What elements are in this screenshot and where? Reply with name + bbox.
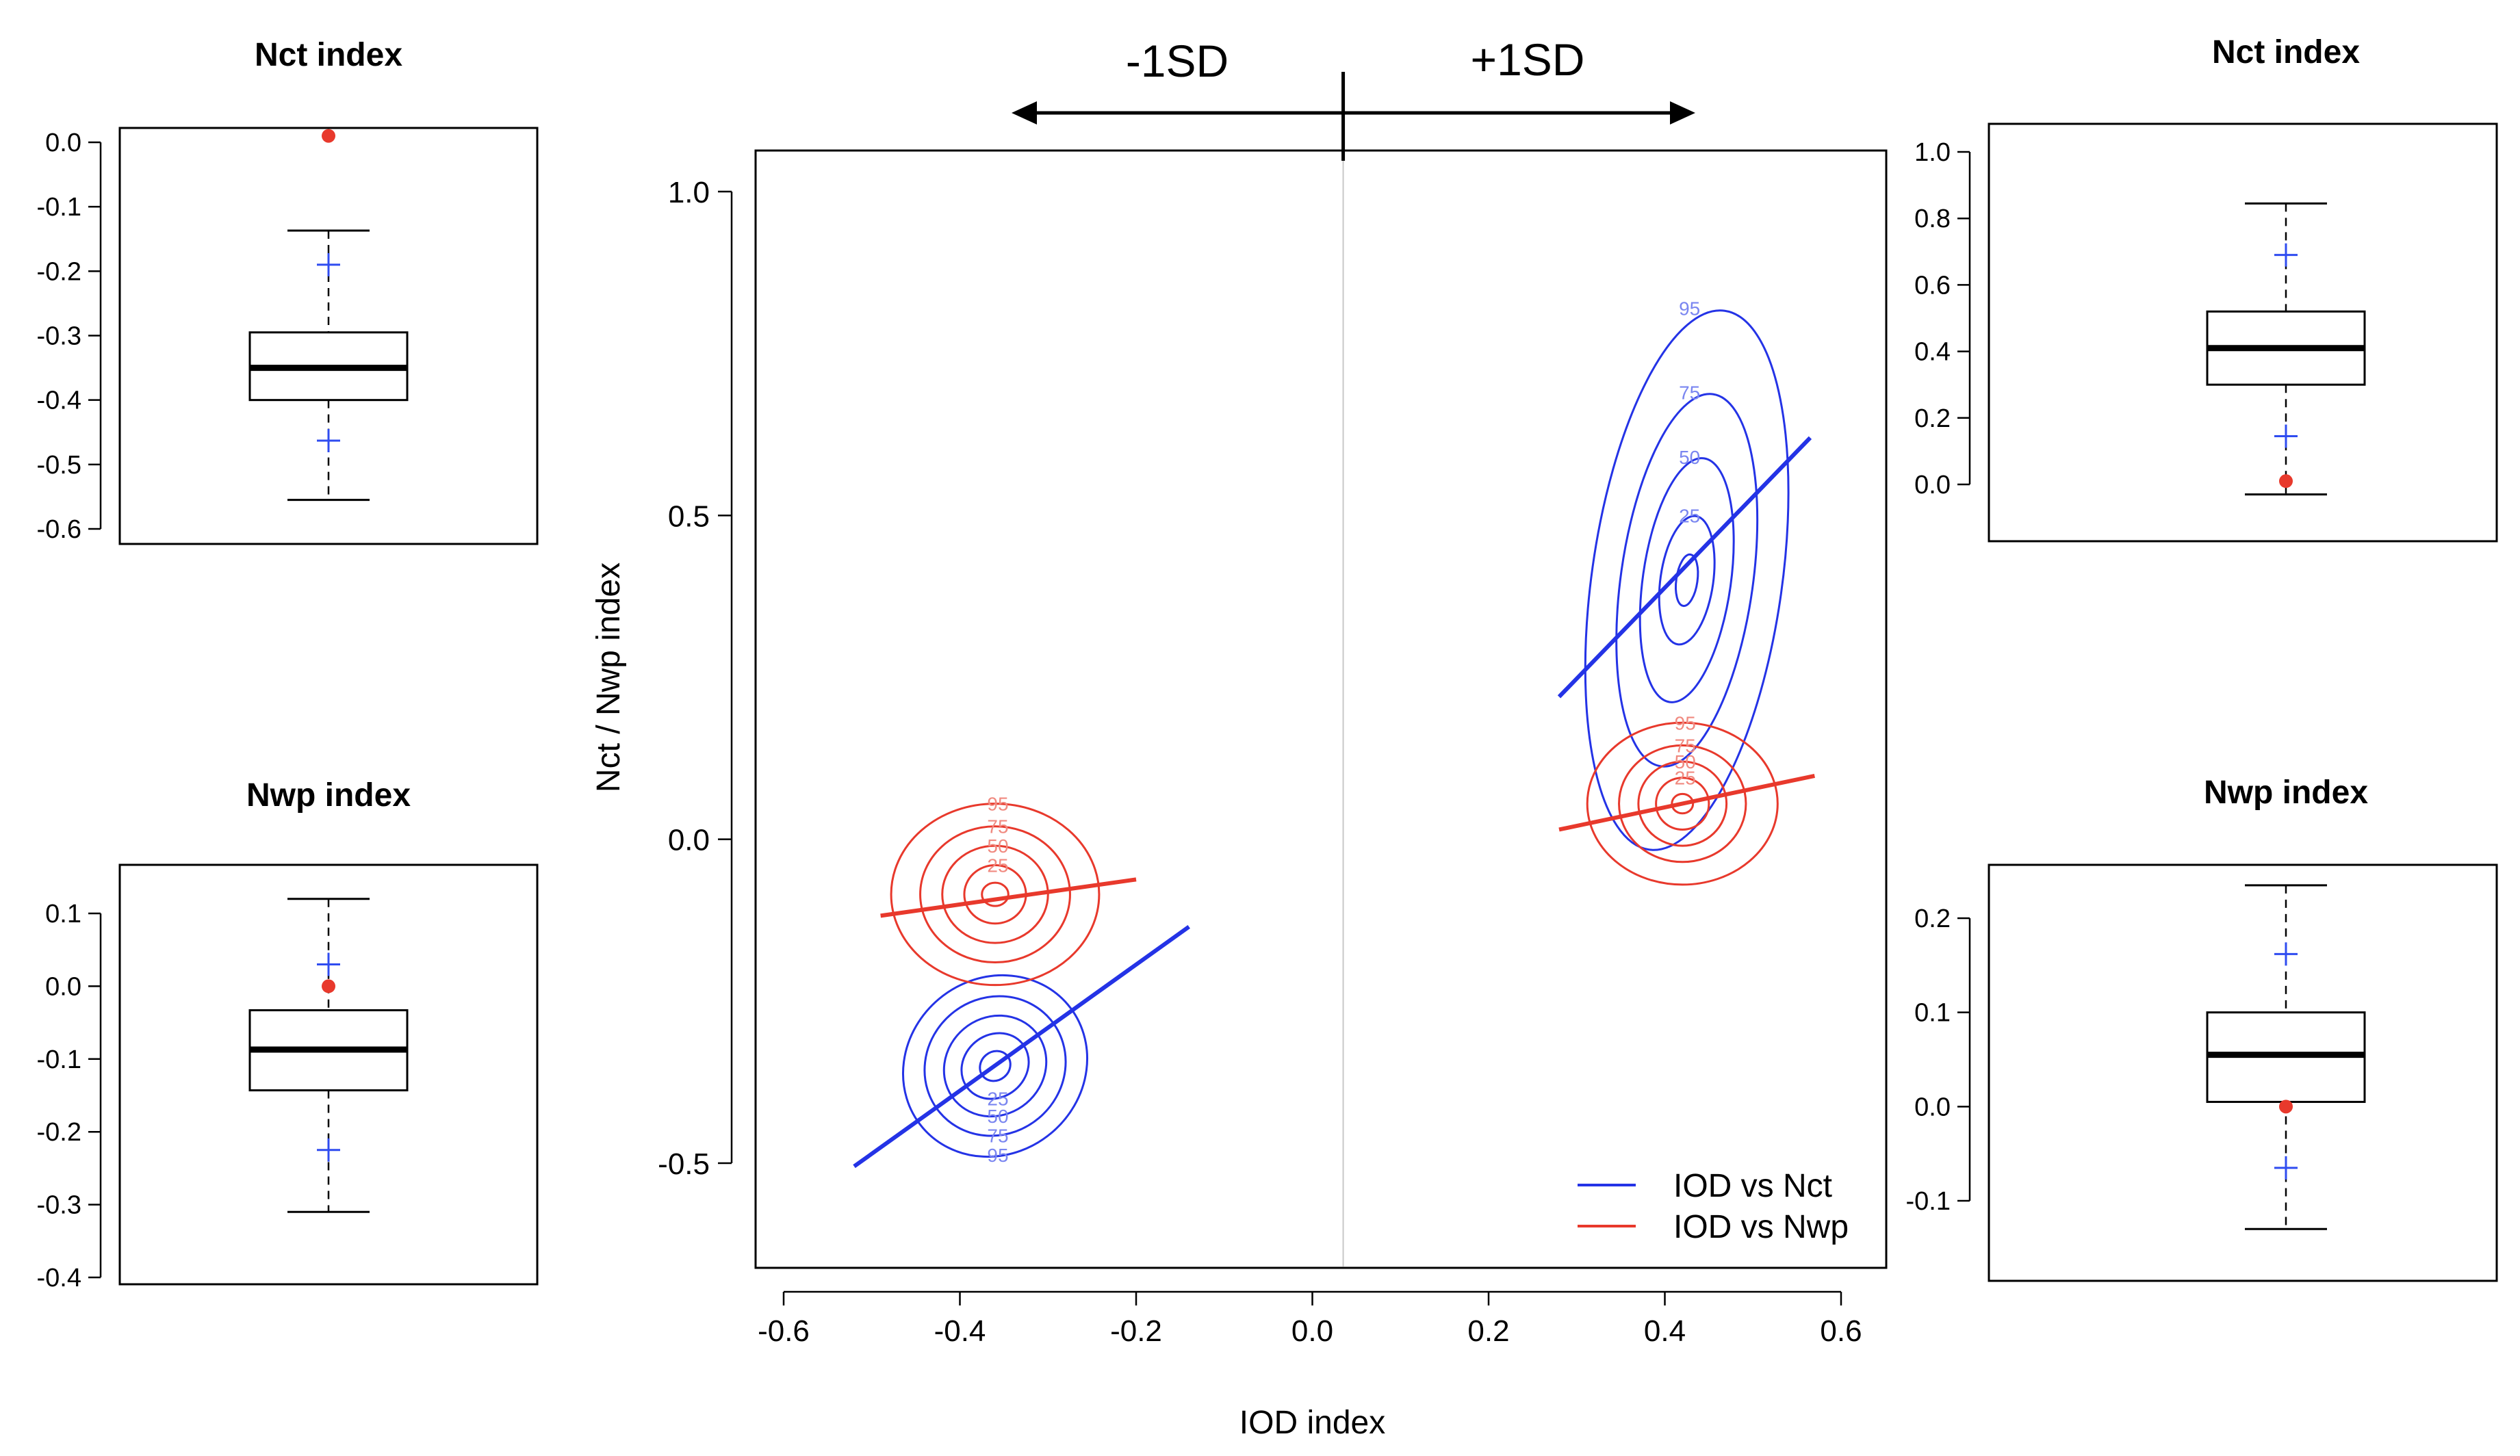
contour-level-label: 95 xyxy=(1675,712,1696,733)
main-x-tick-label: 0.6 xyxy=(1820,1314,1862,1348)
density-contour-nwp xyxy=(1637,760,1728,847)
box-panel-frame xyxy=(1988,122,2498,543)
density-contour-nwp xyxy=(890,803,1101,987)
plus-1sd-label: +1SD xyxy=(1471,34,1585,85)
box-y-tick-label: -0.2 xyxy=(37,257,81,286)
y-axis-label: Nct / Nwp index xyxy=(591,562,627,792)
contour-level-label: 25 xyxy=(1679,505,1700,526)
box-y-tick-label: -0.2 xyxy=(37,1118,81,1147)
box-observed-point xyxy=(322,129,335,143)
box-y-tick-label: 0.1 xyxy=(45,900,81,928)
box-y-tick-label: -0.1 xyxy=(37,193,81,222)
regression-line-nwp xyxy=(1558,773,1815,832)
box-y-tick-label: 0.6 xyxy=(1914,271,1951,300)
contour-level-label: 75 xyxy=(1679,382,1700,403)
box-panel-title: Nwp index xyxy=(2204,775,2368,811)
contour-level-label: 75 xyxy=(987,1125,1008,1146)
box-y-tick-label: 0.0 xyxy=(1914,471,1951,499)
box-panel-frame xyxy=(118,863,539,1286)
density-contour-nct xyxy=(901,974,1089,1158)
density-contour-nct xyxy=(1584,309,1790,851)
main-y-tick-label: 0.0 xyxy=(668,824,710,857)
sd-arrow-left-head xyxy=(1012,101,1037,125)
box-panel-frame xyxy=(1988,863,2498,1282)
box-observed-point xyxy=(2279,474,2293,489)
legend-label-nct: IOD vs Nct xyxy=(1673,1168,1832,1204)
density-contour-nwp xyxy=(919,825,1071,964)
main-x-tick-label: 0.4 xyxy=(1644,1314,1686,1348)
box-y-tick-label: -0.3 xyxy=(37,1191,81,1220)
legend-label-nwp: IOD vs Nwp xyxy=(1673,1209,1849,1245)
box-panel-title: Nwp index xyxy=(246,777,411,814)
density-contour-nwp xyxy=(981,881,1010,907)
main-x-tick-label: -0.6 xyxy=(758,1314,810,1348)
regression-line-nct xyxy=(853,925,1190,1169)
density-contour-nct xyxy=(1658,515,1716,646)
density-contour-nwp xyxy=(1618,744,1747,863)
box-panel-title: Nct index xyxy=(255,37,402,73)
regression-line-nct xyxy=(1557,436,1812,699)
contour-level-label: 25 xyxy=(1675,768,1696,789)
contour-level-label: 50 xyxy=(1679,447,1700,468)
box-panel-frame xyxy=(118,127,539,545)
box-y-tick-label: -0.6 xyxy=(37,515,81,544)
density-contour-nwp xyxy=(941,844,1049,944)
density-contour-nwp xyxy=(1671,792,1695,815)
main-y-tick-label: -0.5 xyxy=(658,1147,710,1181)
box-observed-point xyxy=(322,979,335,993)
main-y-tick-label: 0.5 xyxy=(668,499,710,533)
main-x-tick-label: 0.0 xyxy=(1291,1314,1333,1348)
box-y-tick-label: 0.2 xyxy=(1914,404,1951,433)
main-x-tick-label: -0.2 xyxy=(1110,1314,1162,1348)
box-y-tick-label: -0.1 xyxy=(1906,1187,1951,1216)
box-y-tick-label: -0.4 xyxy=(37,1264,81,1292)
x-axis-label: IOD index xyxy=(1239,1405,1385,1441)
box-y-tick-label: -0.5 xyxy=(37,451,81,480)
main-plot-frame xyxy=(754,149,1888,1269)
main-y-tick-label: 1.0 xyxy=(668,176,710,209)
density-contour-nwp xyxy=(1655,777,1710,831)
minus-1sd-label: -1SD xyxy=(1126,36,1229,86)
density-contour-nwp xyxy=(1586,721,1779,886)
box-observed-point xyxy=(2279,1100,2293,1114)
contour-level-label: 25 xyxy=(987,1088,1008,1109)
contour-level-label: 75 xyxy=(1675,735,1696,756)
contour-level-label: 95 xyxy=(987,794,1008,815)
density-contour-nct xyxy=(960,1032,1030,1100)
box-y-tick-label: 0.0 xyxy=(45,972,81,1001)
contour-level-label: 50 xyxy=(987,835,1008,857)
box-y-tick-label: 0.1 xyxy=(1914,999,1951,1028)
contour-level-label: 50 xyxy=(1675,751,1696,772)
main-x-tick-label: -0.4 xyxy=(934,1314,986,1348)
contour-level-label: 50 xyxy=(987,1106,1008,1127)
regression-line-nwp xyxy=(880,877,1137,918)
box-y-tick-label: 0.0 xyxy=(1914,1093,1951,1121)
box-panel-title: Nct index xyxy=(2212,34,2360,70)
box-y-tick-label: 0.0 xyxy=(45,129,81,157)
contour-level-label: 75 xyxy=(987,816,1008,837)
density-contour-nct xyxy=(942,1014,1048,1118)
main-x-tick-label: 0.2 xyxy=(1467,1314,1509,1348)
box-y-tick-label: 0.2 xyxy=(1914,905,1951,933)
density-contour-nct xyxy=(1675,553,1699,608)
box-y-tick-label: 1.0 xyxy=(1914,138,1951,167)
box-y-tick-label: -0.1 xyxy=(37,1045,81,1074)
contour-level-label: 95 xyxy=(987,1145,1008,1166)
contour-level-label: 95 xyxy=(1679,298,1700,319)
box-y-tick-label: 0.4 xyxy=(1914,338,1951,367)
box-y-tick-label: 0.8 xyxy=(1914,205,1951,233)
contour-level-label: 25 xyxy=(987,855,1008,876)
density-contour-nct xyxy=(923,995,1067,1137)
box-y-tick-label: -0.4 xyxy=(37,387,81,415)
box-y-tick-label: -0.3 xyxy=(37,322,81,351)
density-contour-nct xyxy=(1638,457,1735,703)
sd-arrow-right-head xyxy=(1670,101,1695,125)
